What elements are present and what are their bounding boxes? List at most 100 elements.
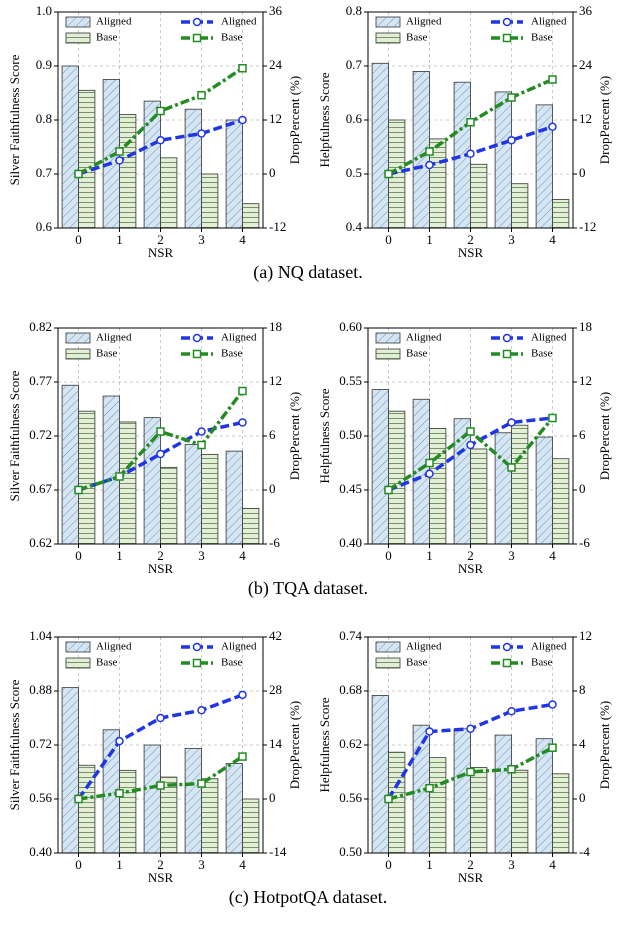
y-tick-label: 1.0	[36, 3, 52, 18]
y-axis-label: Silver Faithfulness Score	[7, 54, 22, 185]
bar-hatch	[144, 417, 161, 544]
marker	[115, 147, 124, 156]
x-tick-label: 4	[549, 857, 556, 872]
bar-hatch	[536, 738, 553, 853]
y-axis-label: Helpfulness Score	[317, 72, 332, 167]
marker	[425, 160, 434, 170]
legend-marker	[192, 17, 202, 27]
x-tick-label: 1	[426, 857, 433, 872]
bar-hatch	[160, 777, 177, 853]
y2-tick-label: 28	[269, 682, 282, 697]
x-tick-label: 2	[157, 232, 164, 247]
marker	[425, 783, 434, 793]
marker	[197, 91, 206, 100]
y-tick-label: 0.67	[29, 481, 52, 496]
legend-hatch	[376, 642, 400, 652]
y-tick-label: 0.4	[346, 219, 363, 234]
marker	[238, 418, 247, 427]
y2-tick-label: 0	[269, 790, 276, 805]
marker	[197, 706, 206, 715]
x-axis-label: NSR	[458, 561, 484, 576]
marker	[425, 727, 434, 736]
bar-hatch	[429, 757, 446, 853]
bar-hatch	[185, 444, 202, 544]
x-tick-label: 3	[508, 232, 515, 247]
y2-tick-label: -12	[269, 219, 286, 234]
bar-hatch	[495, 432, 512, 544]
bar-hatch	[536, 104, 553, 228]
bar-hatch	[160, 467, 177, 544]
y-tick-label: 0.7	[36, 165, 53, 180]
line	[77, 118, 244, 176]
x-tick-label: 3	[198, 548, 205, 563]
x-axis-label: NSR	[148, 561, 174, 576]
x-tick-label: 4	[549, 548, 556, 563]
legend-marker	[192, 333, 202, 343]
bar-hatch	[372, 695, 389, 853]
y2-tick-label: -14	[269, 844, 287, 859]
bar-hatch	[454, 418, 471, 544]
y-tick-label: 0.50	[339, 844, 362, 859]
x-tick-label: 0	[385, 232, 392, 247]
legend-hatch	[376, 658, 400, 668]
bar-hatch	[242, 799, 259, 853]
y-tick-label: 0.82	[29, 319, 52, 334]
legend-marker	[502, 33, 512, 43]
y-tick-label: 0.6	[346, 111, 363, 126]
bar-hatch	[119, 770, 136, 853]
legend-hatch	[66, 349, 90, 359]
marker	[548, 75, 557, 84]
bar-hatch	[78, 765, 95, 853]
marker	[466, 118, 475, 127]
marker	[238, 690, 247, 700]
x-tick-label: 3	[198, 232, 205, 247]
y2-axis-label: DropPercent (%)	[287, 76, 302, 164]
x-tick-label: 1	[116, 232, 123, 247]
marker	[74, 485, 83, 495]
marker	[425, 147, 434, 156]
bar-hatch	[536, 437, 553, 544]
marker	[507, 418, 516, 427]
y-tick-label: 0.9	[36, 57, 52, 72]
bar-hatch	[495, 735, 512, 853]
bar-hatch	[511, 425, 528, 544]
y2-tick-label: -6	[579, 535, 590, 550]
bar-hatch	[201, 778, 218, 853]
y-tick-label: 0.88	[29, 682, 52, 697]
legend-label: Base	[96, 657, 118, 669]
marker	[238, 115, 247, 125]
legend-marker	[502, 642, 512, 652]
marker	[238, 752, 247, 761]
marker	[156, 449, 165, 459]
legend-hatch	[376, 17, 400, 27]
bar-hatch	[552, 199, 569, 228]
line	[78, 755, 244, 801]
legend-marker	[192, 33, 202, 43]
legend-label: Aligned	[221, 332, 257, 344]
line	[387, 416, 554, 492]
bar-hatch	[454, 728, 471, 853]
y-tick-label: 0.68	[339, 682, 362, 697]
legend-label: Base	[221, 348, 243, 360]
y2-tick-label: 6	[269, 427, 276, 442]
y-tick-label: 0.50	[339, 427, 362, 442]
x-tick-label: 4	[239, 548, 246, 563]
y2-axis-label: DropPercent (%)	[287, 701, 302, 789]
y2-tick-label: 8	[579, 682, 586, 697]
x-axis-label: NSR	[148, 245, 174, 260]
legend-marker	[192, 642, 202, 652]
bar-hatch	[144, 745, 161, 853]
y-tick-label: 0.56	[339, 790, 362, 805]
legend-hatch	[66, 17, 90, 27]
marker	[425, 458, 434, 468]
legend-hatch	[66, 658, 90, 668]
y2-tick-label: 12	[269, 373, 282, 388]
plot-frame	[57, 636, 264, 854]
caption: (c) HotpotQA dataset.	[229, 887, 387, 908]
y2-tick-label: -6	[269, 535, 280, 550]
bar-hatch	[119, 114, 136, 228]
y-tick-label: 0.62	[29, 535, 52, 550]
